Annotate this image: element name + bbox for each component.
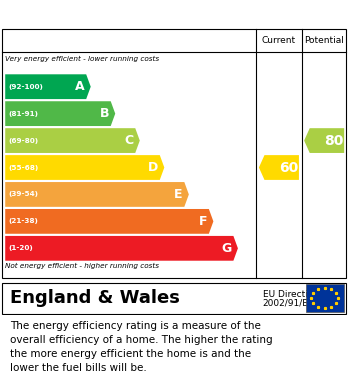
- Polygon shape: [5, 155, 164, 180]
- Text: G: G: [221, 242, 232, 255]
- Text: (55-68): (55-68): [9, 165, 39, 170]
- Polygon shape: [259, 155, 299, 180]
- Text: A: A: [75, 80, 85, 93]
- Text: (69-80): (69-80): [9, 138, 39, 143]
- Polygon shape: [5, 101, 115, 126]
- Text: Very energy efficient - lower running costs: Very energy efficient - lower running co…: [5, 56, 159, 62]
- Text: Energy Efficiency Rating: Energy Efficiency Rating: [10, 7, 213, 22]
- Text: F: F: [199, 215, 207, 228]
- Text: 2002/91/EC: 2002/91/EC: [263, 299, 315, 308]
- Text: 80: 80: [324, 134, 344, 147]
- Text: Not energy efficient - higher running costs: Not energy efficient - higher running co…: [5, 263, 159, 269]
- Polygon shape: [5, 74, 91, 99]
- Polygon shape: [5, 236, 238, 261]
- Polygon shape: [304, 128, 344, 153]
- Text: 60: 60: [279, 161, 299, 174]
- Text: B: B: [100, 107, 109, 120]
- Text: (39-54): (39-54): [9, 192, 39, 197]
- Text: E: E: [174, 188, 183, 201]
- Text: Current: Current: [262, 36, 296, 45]
- Text: The energy efficiency rating is a measure of the
overall efficiency of a home. T: The energy efficiency rating is a measur…: [10, 321, 273, 373]
- Text: (92-100): (92-100): [9, 84, 44, 90]
- Polygon shape: [5, 128, 140, 153]
- Text: (81-91): (81-91): [9, 111, 39, 117]
- Text: (1-20): (1-20): [9, 245, 33, 251]
- Text: C: C: [124, 134, 134, 147]
- Text: (21-38): (21-38): [9, 219, 39, 224]
- Polygon shape: [5, 209, 213, 234]
- Bar: [306, 284, 344, 312]
- Text: EU Directive: EU Directive: [263, 290, 319, 299]
- Polygon shape: [5, 182, 189, 207]
- Text: D: D: [148, 161, 158, 174]
- Text: Potential: Potential: [304, 36, 344, 45]
- Text: England & Wales: England & Wales: [10, 289, 180, 307]
